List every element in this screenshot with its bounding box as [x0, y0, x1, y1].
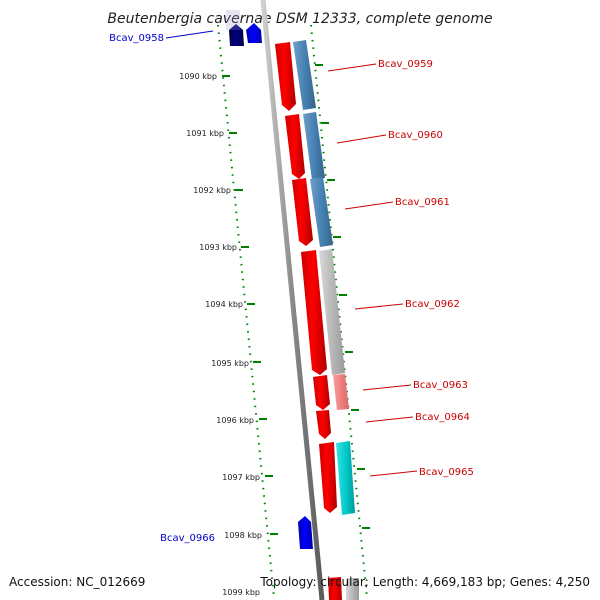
scale-label: 1095 kbp [211, 359, 249, 368]
feature-block-bcav-0960 [303, 112, 325, 180]
gene-arrow-bcav-0965[interactable] [319, 442, 337, 513]
gene-arrow-bottom-partial [328, 577, 342, 600]
map-title: Beutenbergia cavernae DSM 12333, complet… [107, 11, 492, 27]
gene-label[interactable]: Bcav_0964 [415, 412, 470, 423]
genome-backbone [260, 0, 325, 600]
scale-label: 1096 kbp [216, 416, 254, 425]
forward-strand-genes [275, 42, 342, 600]
feature-block-bcav-0962 [319, 249, 345, 375]
gene-arrow-bcav-0964[interactable] [316, 410, 331, 439]
accession-label: Accession: NC_012669 [9, 575, 145, 589]
scale-label: 1099 kbp [222, 588, 260, 597]
gene-label[interactable]: Bcav_0958 [109, 33, 164, 44]
feature-block-bottom-partial [346, 578, 359, 600]
gene-arrow-bcav-0958b[interactable] [246, 23, 262, 43]
scale-ticks-left [222, 75, 278, 535]
topology-label: Topology: circular; Length: 4,669,183 bp… [259, 575, 590, 589]
gene-label[interactable]: Bcav_0963 [413, 380, 468, 391]
feature-blocks [293, 40, 359, 600]
feature-block-bcav-0959 [293, 40, 316, 110]
gene-arrow-bcav-0961[interactable] [292, 178, 313, 246]
gene-labels: Bcav_0959 Bcav_0960 Bcav_0961 Bcav_0962 … [109, 33, 474, 544]
scale-label: 1098 kbp [224, 531, 262, 540]
scale-label: 1090 kbp [179, 72, 217, 81]
gene-label[interactable]: Bcav_0959 [378, 59, 433, 70]
scale-label: 1097 kbp [222, 473, 260, 482]
gene-label[interactable]: Bcav_0961 [395, 197, 450, 208]
scale-label: 1093 kbp [199, 243, 237, 252]
track-guide-left [217, 24, 275, 599]
gene-label[interactable]: Bcav_0962 [405, 299, 460, 310]
gene-arrow-bcav-0966[interactable] [298, 516, 313, 549]
gene-label[interactable]: Bcav_0960 [388, 130, 443, 141]
gene-arrow-bcav-0962[interactable] [301, 250, 327, 375]
scale-label: 1092 kbp [193, 186, 231, 195]
feature-block-bcav-0961 [310, 177, 333, 247]
gene-arrow-bcav-0959[interactable] [275, 42, 296, 111]
leader-lines [165, 30, 418, 477]
gene-label[interactable]: Bcav_0966 [160, 533, 215, 544]
gene-label[interactable]: Bcav_0965 [419, 467, 474, 478]
scale-label: 1091 kbp [186, 129, 224, 138]
gene-arrow-bcav-0960[interactable] [285, 114, 305, 179]
feature-block-bcav-0963 [333, 374, 349, 410]
gene-arrow-bcav-0958[interactable] [229, 24, 244, 46]
scale-labels: 1090 kbp 1091 kbp 1092 kbp 1093 kbp 1094… [179, 72, 262, 597]
reverse-strand-genes [226, 10, 313, 549]
scale-ticks-right [315, 64, 370, 529]
scale-label: 1094 kbp [205, 300, 243, 309]
feature-block-bcav-0965 [336, 441, 355, 515]
gene-arrow-bcav-0963[interactable] [313, 375, 330, 410]
faded-gene-stub [226, 10, 240, 30]
